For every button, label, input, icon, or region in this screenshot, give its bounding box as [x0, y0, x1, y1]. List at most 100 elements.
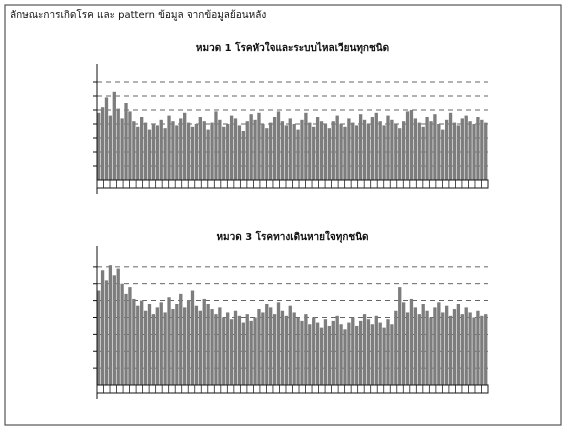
bar — [296, 317, 300, 385]
bar — [226, 124, 230, 180]
bar — [237, 315, 242, 385]
bar — [448, 315, 453, 385]
bar — [210, 309, 214, 385]
bar — [452, 309, 457, 385]
bar — [226, 312, 230, 385]
bar — [190, 290, 195, 385]
bar — [339, 324, 343, 385]
bar — [116, 268, 120, 385]
bar — [245, 314, 249, 385]
bar — [147, 304, 152, 385]
bar — [362, 119, 367, 180]
bar — [456, 304, 461, 385]
bar — [186, 300, 191, 385]
bar — [468, 121, 472, 180]
bar — [269, 307, 273, 385]
bar — [335, 115, 339, 180]
bar — [218, 307, 222, 385]
bar — [472, 124, 476, 180]
bar — [433, 307, 437, 385]
bar — [288, 305, 292, 385]
bar — [374, 112, 378, 180]
bar — [464, 115, 468, 180]
bar — [159, 119, 163, 180]
bar — [132, 121, 136, 180]
bar — [401, 302, 406, 385]
bar — [136, 126, 140, 180]
bar — [343, 329, 347, 385]
bar — [378, 121, 382, 180]
bar — [136, 305, 140, 385]
bar — [292, 124, 296, 180]
bar — [421, 304, 425, 385]
bar — [444, 119, 449, 180]
bar — [386, 115, 390, 180]
bar — [155, 125, 159, 180]
bar — [147, 129, 152, 180]
bar — [198, 117, 202, 180]
bar — [382, 125, 386, 180]
bar — [452, 122, 457, 180]
bar — [444, 305, 449, 385]
bar — [390, 324, 394, 385]
bar — [476, 310, 480, 385]
bar — [194, 124, 199, 180]
bar — [460, 314, 464, 385]
bar — [468, 312, 472, 385]
bar — [429, 121, 433, 180]
bar — [112, 275, 116, 385]
bar — [108, 115, 113, 180]
bar — [394, 310, 398, 385]
bar — [304, 314, 308, 385]
bar — [355, 325, 359, 385]
bar — [233, 118, 238, 180]
bar — [159, 302, 163, 385]
bar — [179, 118, 183, 180]
bar — [351, 122, 355, 180]
bar — [374, 315, 378, 385]
bar — [358, 320, 363, 385]
bar — [179, 293, 183, 385]
bar — [308, 122, 312, 180]
bar — [327, 128, 332, 180]
bar — [476, 117, 480, 180]
bar — [128, 287, 132, 385]
bar — [257, 112, 261, 180]
bar — [312, 317, 316, 385]
bar — [257, 309, 261, 385]
bar — [437, 302, 441, 385]
bar — [405, 111, 410, 180]
bar — [398, 128, 402, 180]
bar — [484, 122, 488, 180]
bar — [104, 280, 109, 385]
bar — [370, 324, 375, 385]
bar — [456, 125, 461, 180]
bar — [265, 304, 269, 385]
bar — [480, 315, 484, 385]
bar — [386, 319, 390, 385]
bar — [425, 310, 429, 385]
bar — [366, 124, 371, 180]
bar — [116, 108, 120, 180]
bar — [441, 129, 445, 180]
bar — [347, 322, 351, 385]
bar — [398, 287, 402, 385]
bar — [484, 314, 488, 385]
bar — [331, 320, 335, 385]
bar — [222, 317, 226, 385]
bar — [441, 312, 445, 385]
bar — [202, 298, 206, 385]
bar — [112, 91, 116, 180]
bar — [151, 314, 156, 385]
bar — [292, 312, 296, 385]
bar — [421, 126, 425, 180]
bar — [382, 327, 386, 385]
bar — [296, 129, 300, 180]
bar — [104, 97, 109, 180]
bar — [253, 119, 257, 180]
bar — [472, 317, 476, 385]
bar — [128, 111, 132, 180]
bar — [241, 131, 245, 180]
bar — [323, 319, 328, 385]
